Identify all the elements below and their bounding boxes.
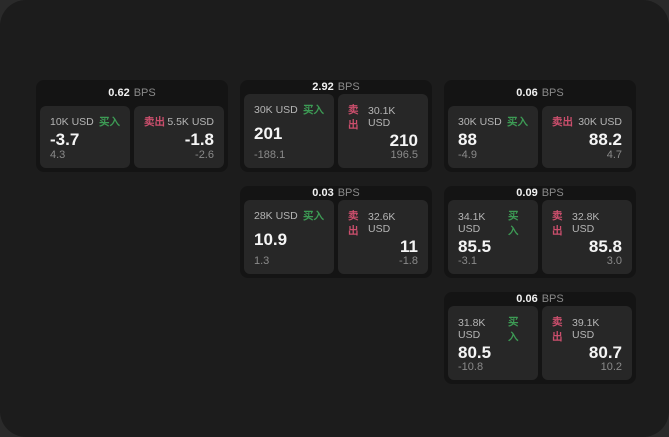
spread-header: 0.62 BPS [40, 80, 224, 106]
buy-button[interactable]: 买入 [303, 210, 324, 222]
sell-price: 85.8 [588, 237, 622, 256]
sell-panel[interactable]: 卖出 32.6K USD 11 -1.8 [338, 200, 428, 274]
sell-price: 80.7 [588, 343, 622, 362]
buy-panel[interactable]: 30K USD 买入 201 -188.1 [244, 94, 334, 168]
sell-panel[interactable]: 卖出 39.1K USD 80.7 10.2 [542, 306, 632, 380]
buy-price: 10.9 [254, 229, 288, 249]
buy-panel[interactable]: 30K USD 买入 88 -4.9 [448, 106, 538, 168]
buy-button[interactable]: 买入 [507, 116, 528, 128]
buy-amount: 30K USD [254, 103, 298, 116]
sell-amount: 39.1K USD [571, 317, 600, 341]
buy-sub-value: 1.3 [254, 255, 270, 267]
spread-header: 0.09 BPS [448, 186, 632, 200]
quote-card-grid: 0.62 BPS 10K USD 买入 -3.7 4.3 卖出 5.5K USD [36, 80, 636, 384]
sell-amount: 32.8K USD [571, 211, 600, 235]
sell-price: 88.2 [588, 129, 622, 149]
sell-panel[interactable]: 卖出 30.1K USD 210 196.5 [338, 94, 428, 168]
quote-card: 0.06 BPS 30K USD 买入 88 -4.9 卖出 30K USD [444, 80, 636, 172]
quote-panels: 10K USD 买入 -3.7 4.3 卖出 5.5K USD -1.8 -2.… [40, 106, 224, 168]
sell-button[interactable]: 卖出 [552, 210, 563, 237]
buy-button[interactable]: 买入 [508, 316, 519, 343]
quote-panels: 28K USD 买入 10.9 1.3 卖出 32.6K USD 11 -1.8 [244, 200, 428, 274]
sell-panel[interactable]: 卖出 30K USD 88.2 4.7 [542, 106, 632, 168]
spread-header: 2.92 BPS [244, 80, 428, 94]
buy-button[interactable]: 买入 [303, 104, 324, 116]
sell-amount: 30K USD [578, 115, 622, 128]
sell-price: 210 [389, 131, 418, 150]
sell-amount: 32.6K USD [367, 211, 396, 235]
spread-header: 0.03 BPS [244, 186, 428, 200]
buy-panel[interactable]: 31.8K USD 买入 80.5 -10.8 [448, 306, 538, 380]
buy-button[interactable]: 买入 [99, 116, 120, 128]
buy-panel[interactable]: 28K USD 买入 10.9 1.3 [244, 200, 334, 274]
spread-unit-label: BPS [541, 87, 564, 99]
buy-amount: 28K USD [254, 209, 298, 222]
sell-sub-value: 10.2 [600, 361, 622, 373]
buy-amount: 31.8K USD [458, 317, 486, 341]
quote-card: 2.92 BPS 30K USD 买入 201 -188.1 卖出 30.1K … [240, 80, 432, 172]
spread-value: 0.62 [108, 87, 130, 99]
buy-price: 88 [458, 129, 477, 149]
spread-unit-label: BPS [541, 187, 564, 199]
sell-price: 11 [400, 237, 418, 256]
sell-button[interactable]: 卖出 [348, 104, 359, 131]
sell-sub-value: 3.0 [606, 255, 622, 267]
buy-sub-value: -188.1 [254, 149, 286, 161]
buy-sub-value: 4.3 [50, 149, 66, 161]
quote-card: 0.62 BPS 10K USD 买入 -3.7 4.3 卖出 5.5K USD [36, 80, 228, 172]
spread-header: 0.06 BPS [448, 292, 632, 306]
sell-amount: 5.5K USD [167, 115, 214, 128]
spread-header: 0.06 BPS [448, 80, 632, 106]
sell-sub-value: -1.8 [399, 255, 418, 267]
sell-sub-value: 196.5 [390, 149, 418, 161]
buy-price: 80.5 [458, 343, 492, 362]
quote-panels: 30K USD 买入 88 -4.9 卖出 30K USD 88.2 4.7 [448, 106, 632, 168]
quote-panels: 34.1K USD 买入 85.5 -3.1 卖出 32.8K USD 85.8… [448, 200, 632, 274]
buy-sub-value: -4.9 [458, 149, 477, 161]
buy-price: 85.5 [458, 237, 492, 256]
buy-amount: 30K USD [458, 115, 502, 128]
buy-sub-value: -10.8 [458, 361, 484, 373]
buy-panel[interactable]: 10K USD 买入 -3.7 4.3 [40, 106, 130, 168]
spread-unit-label: BPS [337, 187, 360, 199]
buy-price: -3.7 [50, 129, 80, 149]
spread-value: 0.06 [516, 87, 538, 99]
sell-button[interactable]: 卖出 [144, 116, 165, 128]
spread-value: 0.03 [312, 187, 334, 199]
sell-button[interactable]: 卖出 [552, 116, 573, 128]
buy-amount: 10K USD [50, 115, 94, 128]
sell-price: -1.8 [184, 129, 214, 149]
sell-button[interactable]: 卖出 [348, 210, 359, 237]
quote-panels: 31.8K USD 买入 80.5 -10.8 卖出 39.1K USD 80.… [448, 306, 632, 380]
quote-card: 0.03 BPS 28K USD 买入 10.9 1.3 卖出 32.6K US… [240, 186, 432, 278]
spread-value: 0.09 [516, 187, 538, 199]
spread-unit-label: BPS [133, 87, 156, 99]
buy-panel[interactable]: 34.1K USD 买入 85.5 -3.1 [448, 200, 538, 274]
sell-amount: 30.1K USD [367, 105, 396, 129]
quote-card: 0.06 BPS 31.8K USD 买入 80.5 -10.8 卖出 39.1… [444, 292, 636, 384]
buy-price: 201 [254, 123, 283, 143]
buy-button[interactable]: 买入 [508, 210, 519, 237]
sell-panel[interactable]: 卖出 5.5K USD -1.8 -2.6 [134, 106, 224, 168]
buy-sub-value: -3.1 [458, 255, 477, 267]
sell-panel[interactable]: 卖出 32.8K USD 85.8 3.0 [542, 200, 632, 274]
spread-value: 2.92 [312, 81, 334, 93]
quote-panels: 30K USD 买入 201 -188.1 卖出 30.1K USD 210 1… [244, 94, 428, 168]
spread-unit-label: BPS [541, 293, 564, 305]
sell-sub-value: -2.6 [195, 149, 214, 161]
quote-card: 0.09 BPS 34.1K USD 买入 85.5 -3.1 卖出 32.8K… [444, 186, 636, 278]
spread-unit-label: BPS [337, 81, 360, 93]
sell-sub-value: 4.7 [606, 149, 622, 161]
spread-value: 0.06 [516, 293, 538, 305]
sell-button[interactable]: 卖出 [552, 316, 563, 343]
buy-amount: 34.1K USD [458, 211, 486, 235]
